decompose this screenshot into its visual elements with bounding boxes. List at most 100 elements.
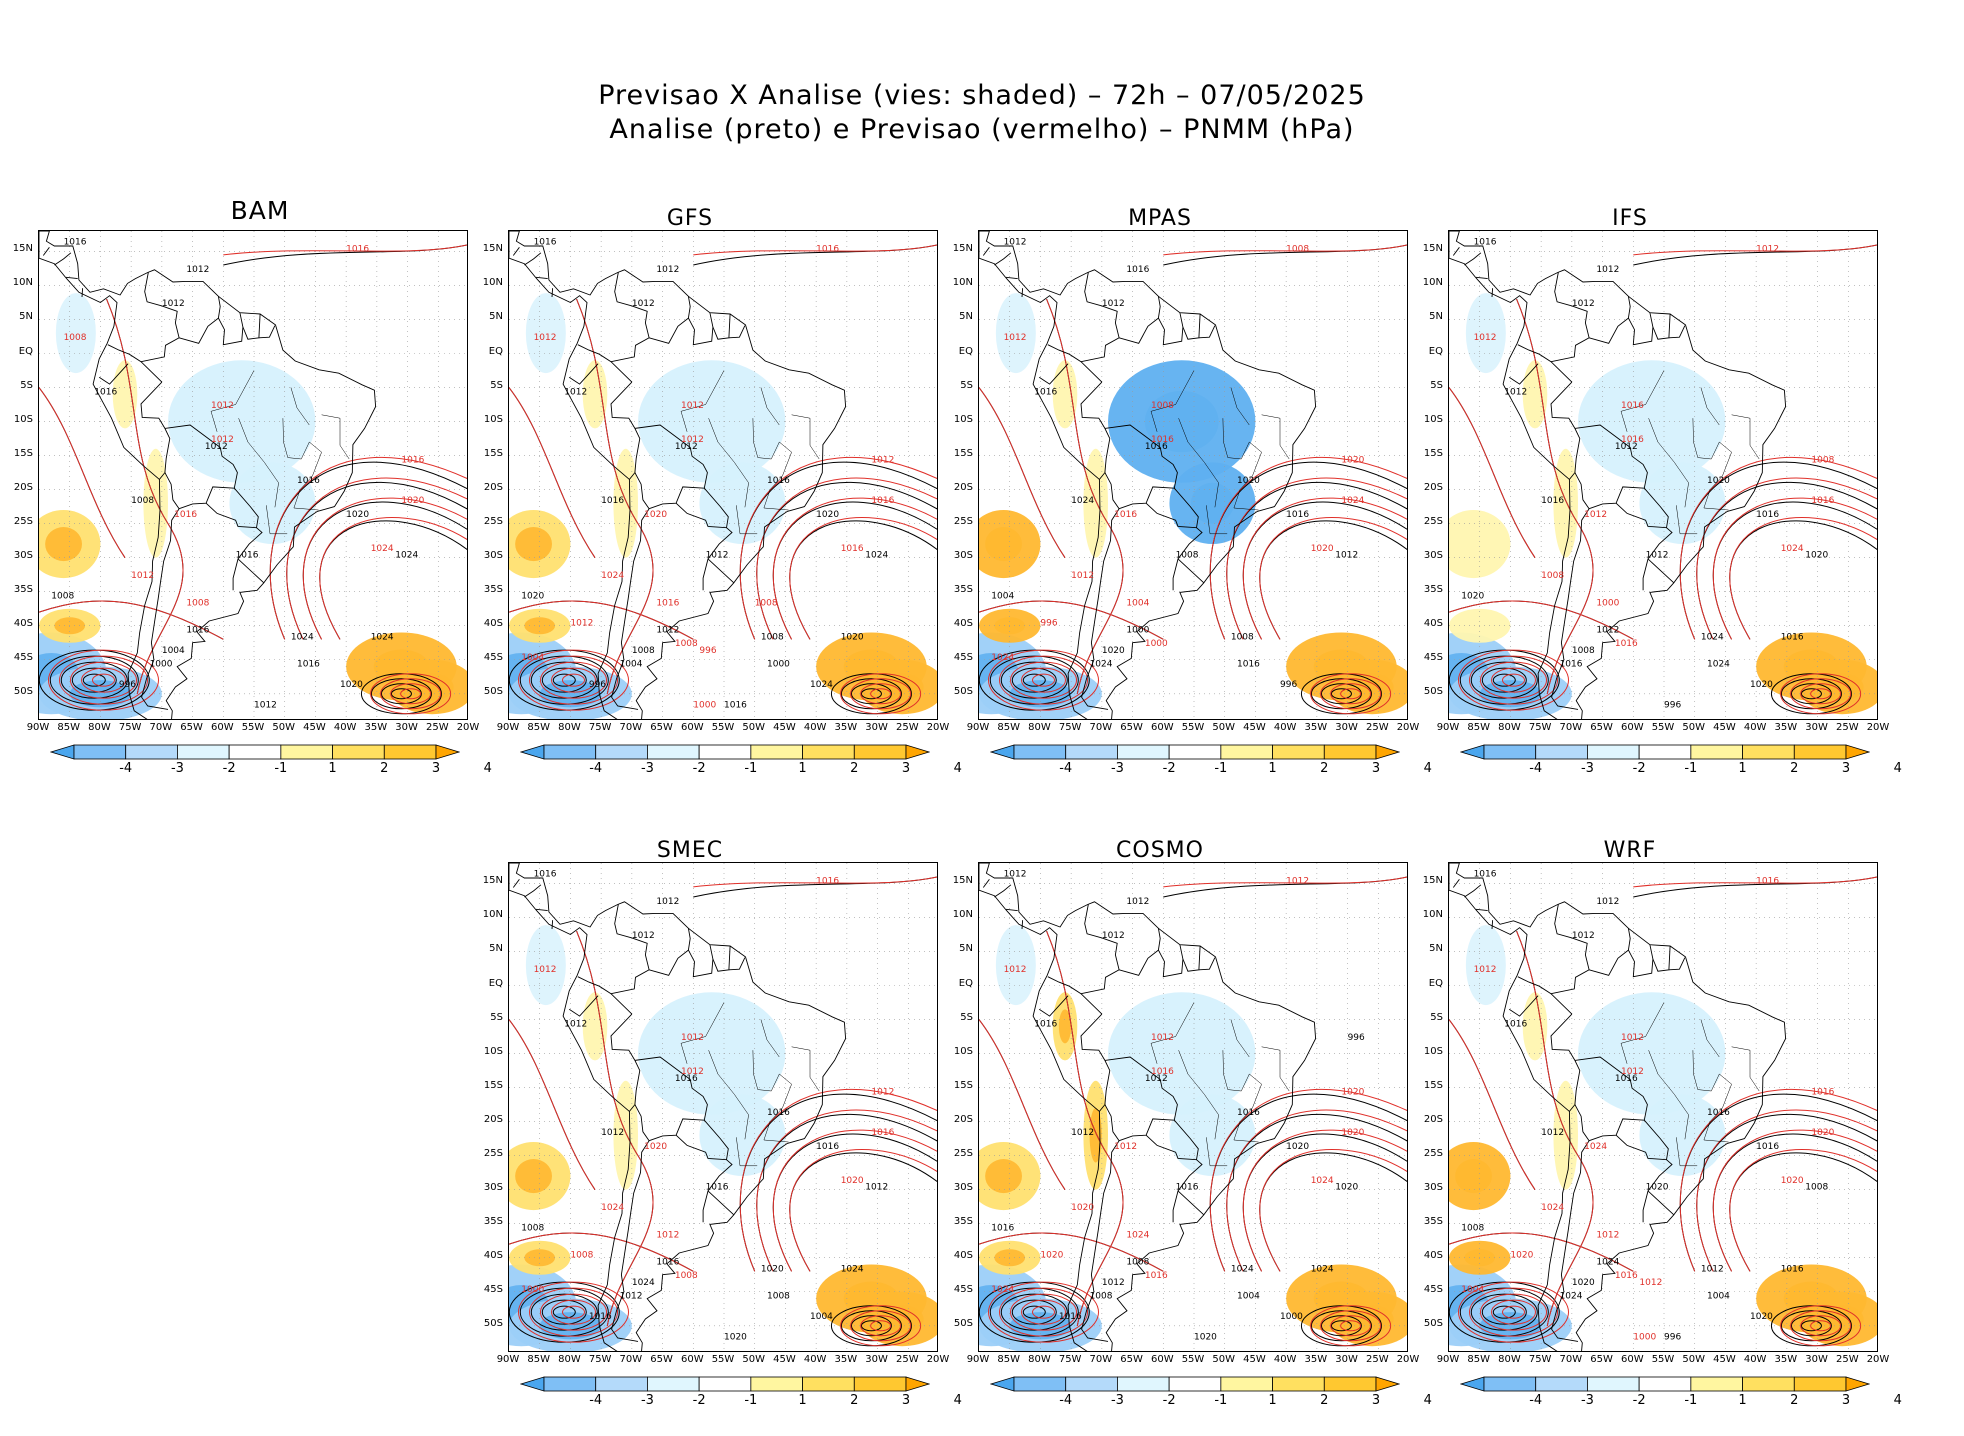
label-forecast: 1016 — [1114, 510, 1137, 520]
label-forecast: 1016 — [656, 598, 679, 608]
label-forecast: 1016 — [1756, 876, 1779, 886]
bias-core-andes — [1058, 1009, 1072, 1044]
lat-tick-label: 40S — [13, 617, 33, 629]
colorbar-swatch — [1065, 1376, 1118, 1392]
lat-tick-label: 20S — [483, 1113, 503, 1125]
coastline — [39, 231, 377, 719]
bias-core-brazil — [1190, 482, 1234, 524]
bias-eq — [525, 925, 566, 1006]
lon-tick-label: 50W — [742, 1354, 766, 1365]
label-analysis: 1024 — [371, 632, 394, 642]
lon-tick-label: 85W — [1467, 722, 1491, 733]
label-forecast: 1004 — [1126, 598, 1149, 608]
label-forecast: 1012 — [1474, 333, 1497, 343]
colorbar-label: 4 — [483, 761, 492, 776]
colorbar-swatch — [1587, 1376, 1640, 1392]
colorbar-swatch — [280, 744, 333, 760]
lon-tick-label: 80W — [1028, 1354, 1051, 1365]
lon-tick-label: 65W — [1590, 722, 1613, 733]
label-forecast: 1012 — [534, 333, 557, 343]
bias-core-pacific — [1009, 680, 1072, 708]
label-forecast: 1012 — [681, 435, 704, 445]
colorbar-swatch — [595, 1376, 648, 1392]
label-analysis: 1016 — [297, 476, 320, 486]
lon-tick-label: 30W — [865, 1354, 888, 1365]
lat-tick-label: 25S — [953, 515, 973, 527]
colorbar-swatch — [853, 744, 907, 760]
label-forecast: 1024 — [991, 1285, 1014, 1295]
lon-tick-label: 35W — [364, 722, 388, 733]
lat-tick-label: EQ — [1428, 345, 1443, 357]
lat-tick-label: 5S — [490, 1011, 503, 1023]
label-analysis: 1008 — [1461, 1224, 1484, 1234]
lat-tick-label: 40S — [953, 1249, 973, 1261]
colorbar-label: 2 — [380, 761, 389, 776]
label-analysis: 1012 — [656, 265, 679, 275]
label-analysis: 1004 — [810, 1312, 833, 1322]
label-analysis: 1012 — [1596, 626, 1619, 636]
bias-brazil — [1639, 462, 1726, 545]
lat-tick-label: 50S — [953, 1317, 973, 1329]
lon-tick-label: 55W — [241, 722, 265, 733]
lat-tick-label: 35S — [1423, 1215, 1443, 1227]
lat-tick-label: 50S — [13, 685, 33, 697]
label-analysis: 1012 — [1126, 897, 1149, 907]
label-forecast: 1020 — [1311, 544, 1334, 554]
state-borders — [1150, 370, 1290, 535]
label-forecast: 1024 — [601, 571, 624, 581]
label-forecast: 996 — [1040, 619, 1057, 629]
label-forecast: 1012 — [1071, 571, 1094, 581]
lat-tick-label: 25S — [953, 1147, 973, 1159]
label-analysis: 1016 — [1781, 1264, 1804, 1274]
lat-tick-label: 10S — [953, 413, 973, 425]
lon-tick-label: 25W — [895, 1354, 919, 1365]
label-analysis: 1016 — [1474, 870, 1497, 880]
label-forecast: 1016 — [1621, 401, 1644, 411]
label-forecast: 1020 — [841, 1176, 864, 1186]
lat-tick-label: 5S — [1430, 1011, 1443, 1023]
lon-tick-label: 65W — [650, 1354, 673, 1365]
lat-tick-label: 20S — [953, 481, 973, 493]
colorbar-label: 1 — [1738, 1393, 1747, 1408]
lat-tick-label: 15N — [952, 875, 973, 887]
label-forecast: 1008 — [1541, 571, 1564, 581]
label-analysis: 1012 — [1572, 299, 1595, 309]
lat-tick-label: 15N — [1422, 243, 1443, 255]
colorbar-swatch — [1013, 744, 1067, 760]
colorbar: -4 -3 -2 -1 1 2 3 4 — [1459, 1376, 1902, 1408]
coastline — [979, 863, 1317, 1351]
colorbar-arrow-left — [519, 1376, 545, 1392]
label-analysis: 1004 — [1707, 1292, 1730, 1302]
colorbar-label: 3 — [901, 761, 911, 776]
lon-tick-label: 60W — [210, 722, 234, 733]
label-analysis: 1016 — [1286, 510, 1309, 520]
lon-tick-label: 40W — [803, 722, 827, 733]
label-analysis: 1008 — [761, 632, 784, 642]
label-analysis: 1012 — [1004, 870, 1027, 880]
colorbar-swatch — [1793, 744, 1847, 760]
colorbar-label: 1 — [328, 761, 337, 776]
label-analysis: 1016 — [1034, 1019, 1057, 1029]
lon-tick-label: 45W — [303, 722, 326, 733]
bias-brazil — [168, 360, 316, 483]
label-forecast: 1024 — [1541, 1203, 1564, 1213]
colorbar-arrow-right — [1375, 1376, 1401, 1392]
colorbar-arrow-right — [435, 744, 461, 760]
lat-tick-label: 30S — [1423, 549, 1443, 561]
colorbar-arrow-right — [1375, 744, 1401, 760]
label-analysis: 1016 — [94, 387, 117, 397]
label-analysis: 1012 — [632, 299, 655, 309]
lat-tick-label: 45S — [483, 651, 503, 663]
colorbar-label: 4 — [1423, 761, 1432, 776]
lon-tick-label: 85W — [997, 722, 1021, 733]
lat-tick-label: 50S — [953, 685, 973, 697]
isobars-forecast — [1449, 876, 1877, 1347]
lon-tick-label: 40W — [333, 722, 357, 733]
lon-tick-label: 25W — [1365, 722, 1389, 733]
lon-tick-label: 45W — [773, 722, 796, 733]
label-analysis: 996 — [1348, 1033, 1365, 1043]
colorbar-label: -3 — [1580, 1393, 1594, 1408]
lon-tick-label: 55W — [1651, 722, 1675, 733]
lon-tick-label: 80W — [1498, 722, 1521, 733]
colorbar-arrow-right — [1845, 744, 1871, 760]
